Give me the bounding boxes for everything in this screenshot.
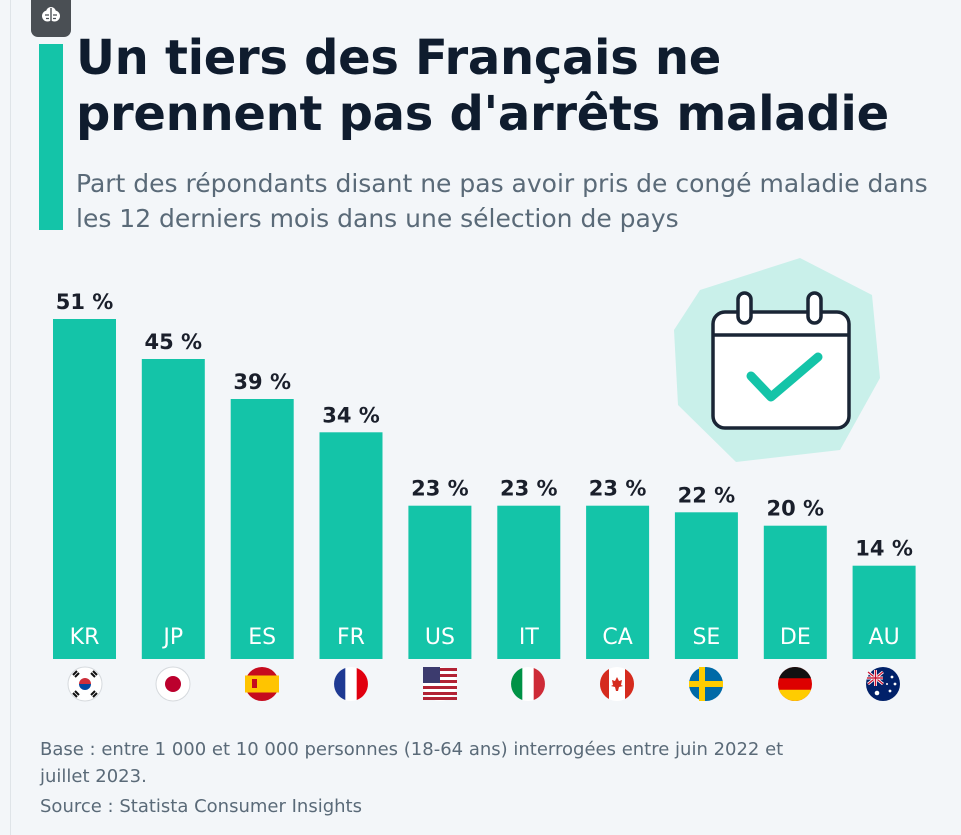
bar-ca [586, 505, 650, 659]
france-flag-icon [334, 667, 368, 701]
usa-flag-icon [423, 667, 457, 701]
flags-layer [67, 666, 900, 702]
chart-title: Un tiers des Français ne prennent pas d'… [76, 30, 889, 142]
calendar-ring-left [736, 291, 753, 325]
category-label-jp: JP [161, 625, 183, 650]
value-label-it: 23 % [500, 477, 558, 501]
value-label-de: 20 % [767, 497, 825, 521]
category-label-es: ES [248, 625, 276, 650]
calendar-body [711, 310, 851, 430]
spain-flag-icon [245, 667, 279, 701]
category-label-kr: KR [70, 625, 100, 650]
calendar-ring-right [806, 291, 823, 325]
value-label-kr: 51 % [56, 290, 114, 314]
category-label-it: IT [519, 625, 539, 650]
value-label-se: 22 % [678, 483, 736, 507]
sweden-flag-icon [689, 667, 723, 701]
australia-flag-icon [866, 667, 900, 701]
calendar-check-icon [674, 258, 880, 462]
canada-flag-icon [600, 667, 634, 701]
south-korea-flag-icon [67, 666, 103, 702]
value-label-jp: 45 % [145, 330, 203, 354]
category-label-ca: CA [602, 625, 632, 650]
frame-divider [10, 0, 11, 835]
category-label-us: US [425, 625, 455, 650]
value-label-ca: 23 % [589, 477, 647, 501]
italy-flag-icon [511, 667, 545, 701]
bar-it [497, 505, 561, 659]
germany-flag-icon [778, 667, 812, 701]
check-mark [746, 352, 823, 402]
category-label-au: AU [869, 625, 900, 650]
bar-us [408, 505, 472, 659]
brain-icon [31, 0, 71, 37]
footnote-base: Base : entre 1 000 et 10 000 personnes (… [40, 739, 784, 787]
bar-se [674, 512, 738, 659]
bar-jp [141, 359, 205, 659]
bar-au [852, 565, 916, 659]
value-label-es: 39 % [233, 370, 291, 394]
bar-kr [53, 319, 116, 659]
bar-de [763, 525, 827, 659]
japan-flag-icon [155, 666, 191, 702]
bars-layer: 51 % KR 45 % JP 39 % ES 34 % FR 23 % US 23 % IT 23 %… [53, 290, 916, 659]
category-label-de: DE [780, 625, 811, 650]
bar-fr [319, 432, 383, 659]
footnote-source: Source : Statista Consumer Insights [40, 796, 362, 817]
chart-subtitle: Part des répondants disant ne pas avoir … [76, 169, 928, 233]
title-accent-bar [39, 44, 63, 230]
value-label-us: 23 % [411, 477, 469, 501]
value-label-au: 14 % [855, 537, 913, 561]
bar-es [230, 399, 294, 659]
category-label-se: SE [692, 625, 720, 650]
value-label-fr: 34 % [322, 403, 380, 427]
category-label-fr: FR [337, 625, 365, 650]
